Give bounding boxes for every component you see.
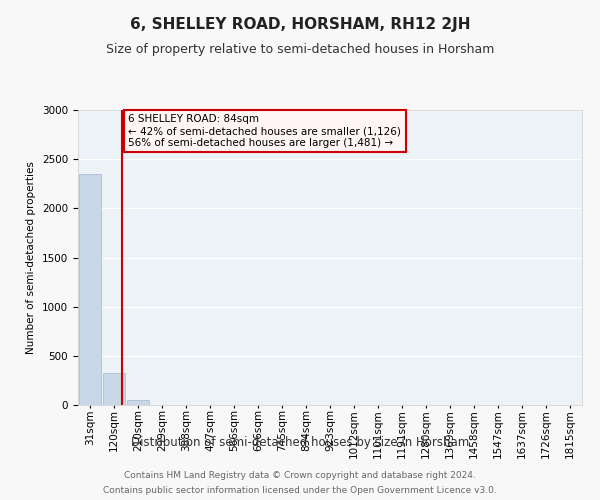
Text: 6 SHELLEY ROAD: 84sqm
← 42% of semi-detached houses are smaller (1,126)
56% of s: 6 SHELLEY ROAD: 84sqm ← 42% of semi-deta…: [128, 114, 401, 148]
Y-axis label: Number of semi-detached properties: Number of semi-detached properties: [26, 161, 37, 354]
Text: Contains HM Land Registry data © Crown copyright and database right 2024.: Contains HM Land Registry data © Crown c…: [124, 471, 476, 480]
Bar: [79, 174, 101, 405]
Text: Size of property relative to semi-detached houses in Horsham: Size of property relative to semi-detach…: [106, 42, 494, 56]
Text: 6, SHELLEY ROAD, HORSHAM, RH12 2JH: 6, SHELLEY ROAD, HORSHAM, RH12 2JH: [130, 18, 470, 32]
Bar: [103, 372, 125, 405]
Bar: [127, 400, 149, 405]
Text: Distribution of semi-detached houses by size in Horsham: Distribution of semi-detached houses by …: [131, 436, 469, 449]
Text: Contains public sector information licensed under the Open Government Licence v3: Contains public sector information licen…: [103, 486, 497, 495]
